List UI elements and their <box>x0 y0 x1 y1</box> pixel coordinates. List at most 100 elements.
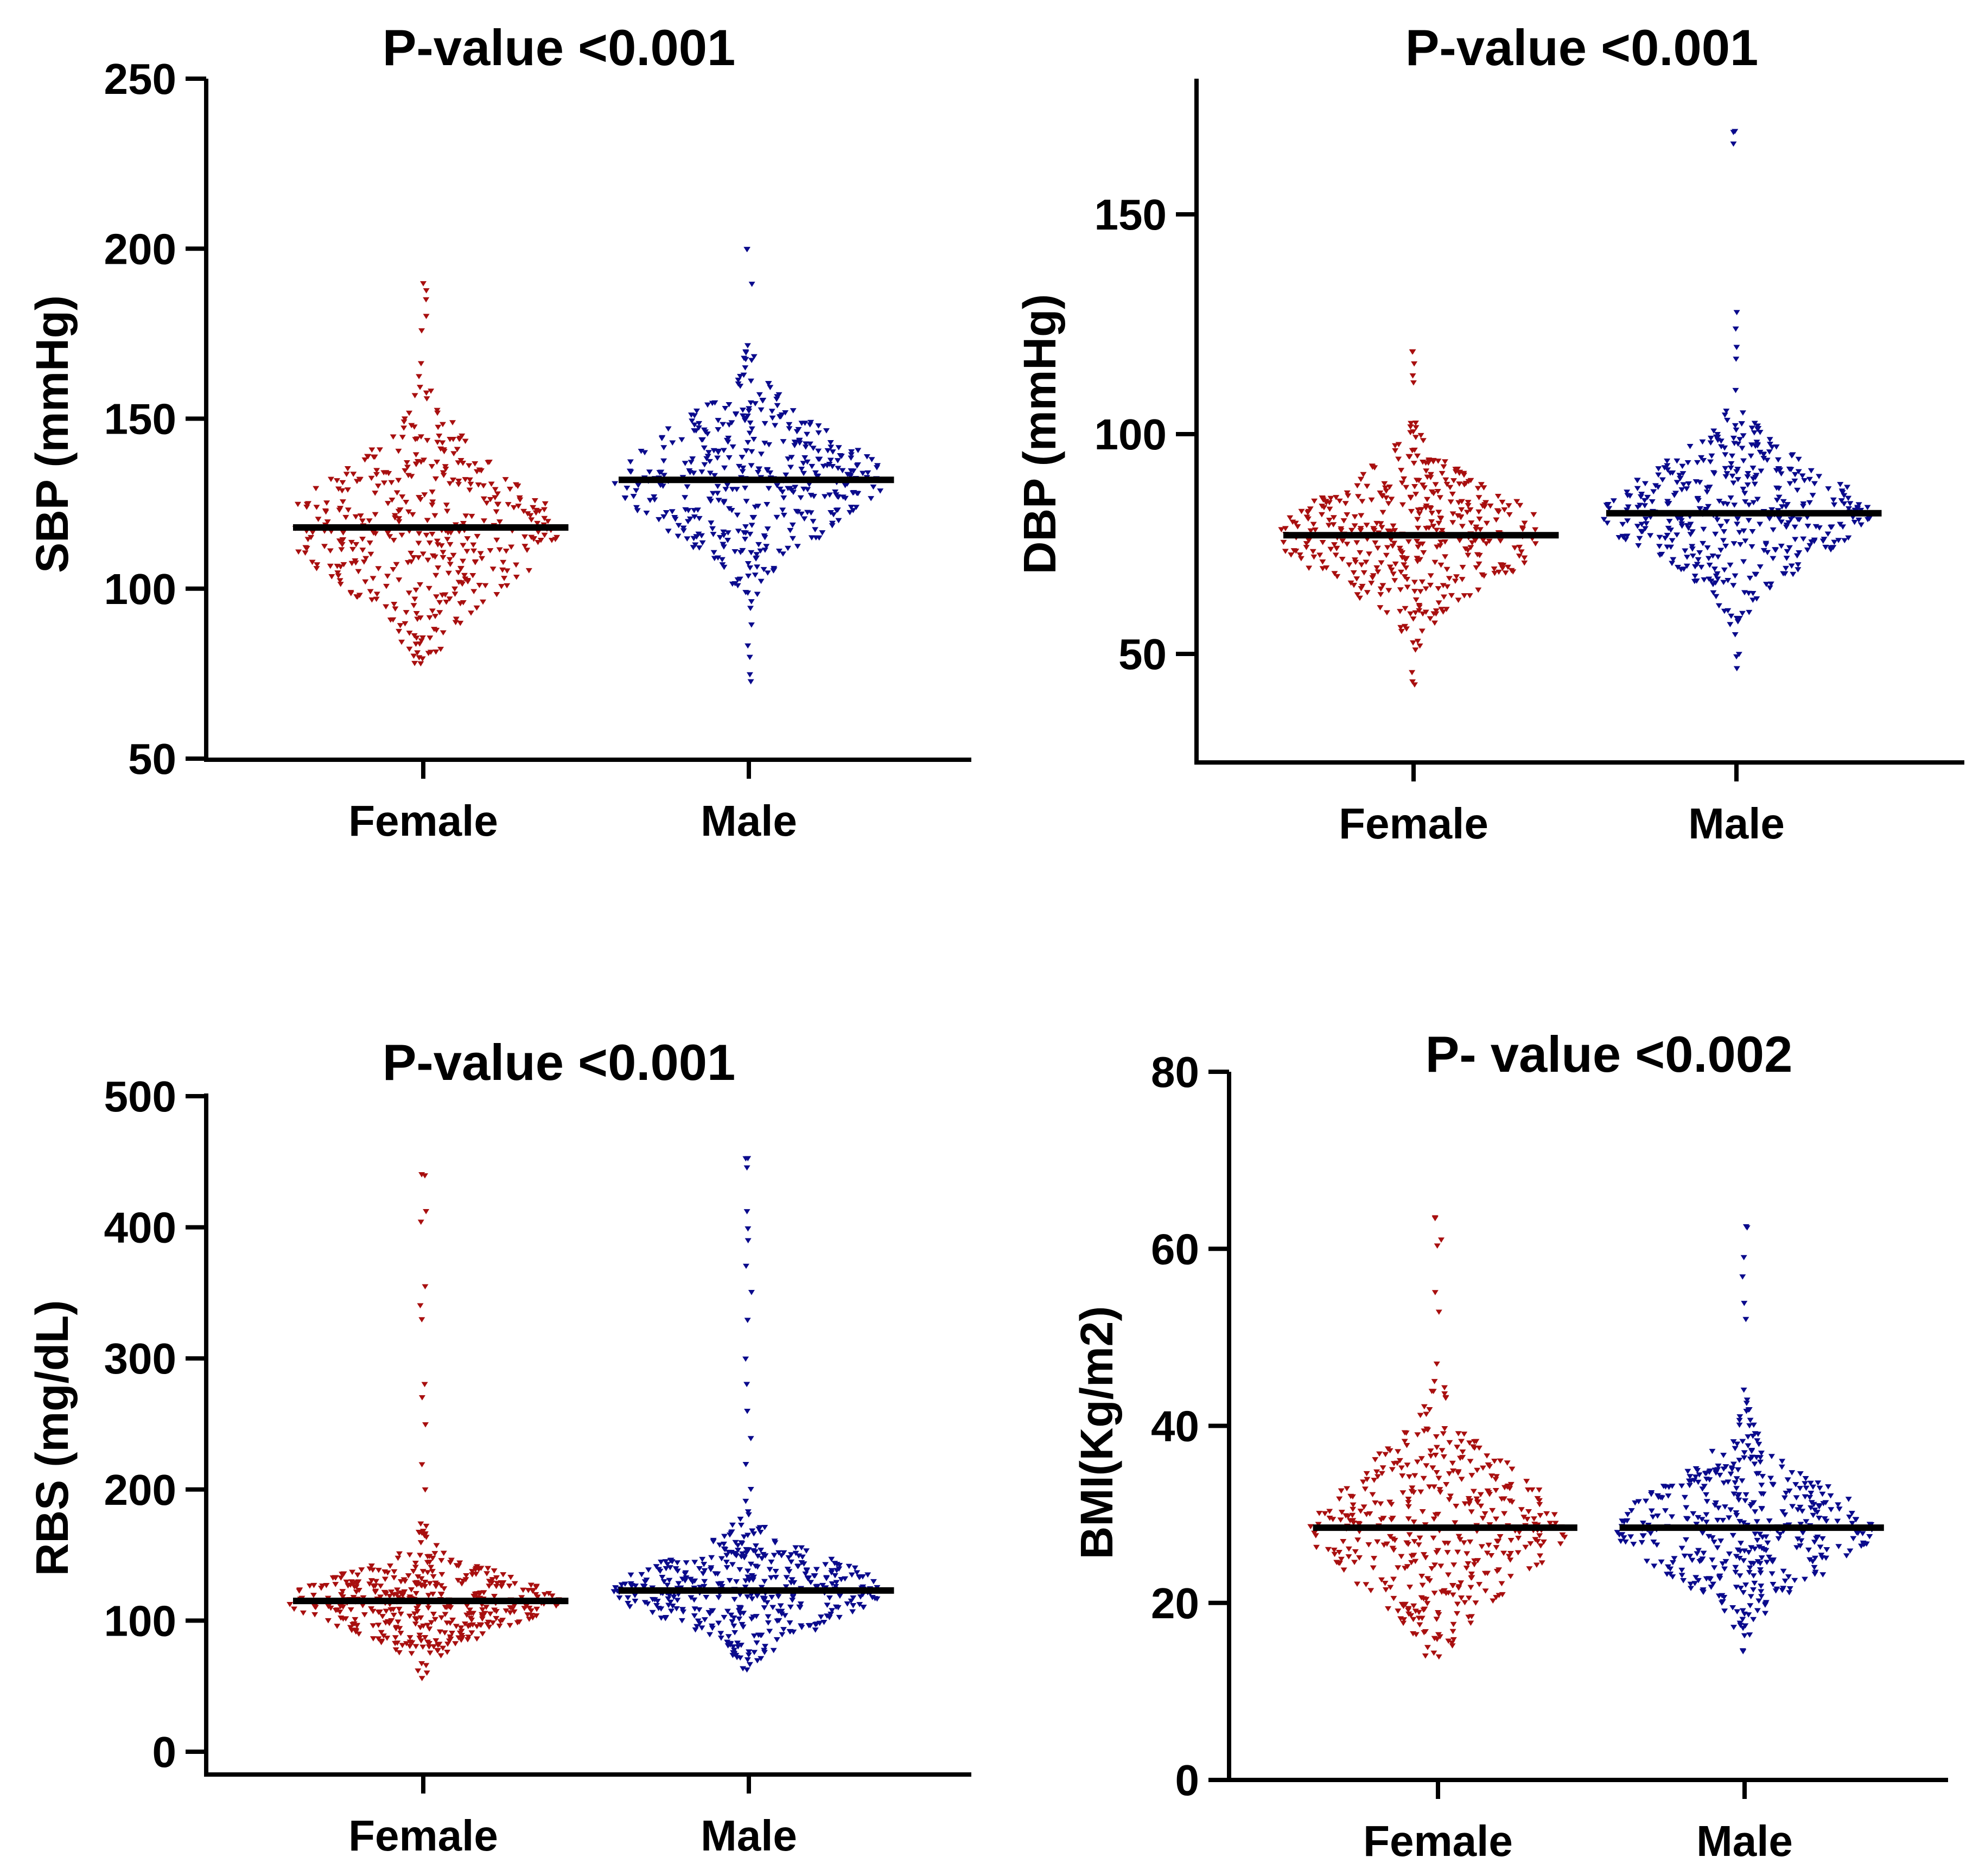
panel-sbp-point-female <box>343 472 350 478</box>
panel-rbs-point-male <box>710 1539 717 1544</box>
panel-sbp-point-male <box>863 454 870 460</box>
panel-dbp-point-male <box>1757 564 1764 570</box>
panel-sbp-point-female <box>520 508 527 514</box>
panel-bmi-y-tick-label: 40 <box>1151 1402 1199 1451</box>
panel-rbs-point-female <box>412 1561 419 1566</box>
panel-bmi-point-female <box>1409 1485 1416 1491</box>
panel-dbp-point-female <box>1437 562 1445 568</box>
panel-dbp-point-male <box>1687 443 1694 449</box>
panel-dbp-point-male <box>1778 471 1785 477</box>
panel-rbs-point-female <box>353 1584 360 1590</box>
panel-dbp-point-male <box>1744 474 1751 480</box>
panel-rbs-point-female <box>432 1638 440 1644</box>
panel-dbp-point-male <box>1706 485 1713 490</box>
panel-dbp-point-male <box>1733 666 1740 672</box>
panel-dbp-point-female <box>1433 608 1440 614</box>
panel-rbs-point-male <box>778 1608 785 1614</box>
panel-bmi-point-male <box>1854 1530 1861 1536</box>
panel-rbs-point-male <box>829 1608 836 1613</box>
panel-bmi-point-female <box>1350 1502 1357 1508</box>
panel-rbs-point-male <box>780 1550 787 1556</box>
panel-sbp-point-female <box>373 468 380 474</box>
panel-rbs-point-male <box>860 1604 867 1610</box>
panel-dbp-point-female <box>1401 624 1408 629</box>
panel-dbp-point-female <box>1345 493 1352 499</box>
panel-sbp-point-male <box>748 282 755 287</box>
panel-sbp-point-female <box>333 478 340 484</box>
panel-dbp-point-female <box>1368 497 1375 503</box>
panel-bmi-point-female <box>1406 1532 1413 1538</box>
panel-rbs-point-female <box>417 1615 424 1621</box>
panel-bmi-point-female <box>1504 1460 1511 1466</box>
panel-sbp-point-female <box>302 545 309 551</box>
panel-rbs-point-male <box>728 1530 735 1536</box>
panel-bmi-point-male <box>1822 1500 1829 1506</box>
panel-rbs-point-male <box>844 1601 851 1607</box>
panel-rbs-point-male <box>740 1624 747 1630</box>
panel-sbp-point-female <box>440 630 447 636</box>
panel-rbs-point-female <box>507 1610 514 1616</box>
panel-dbp-point-male <box>1783 565 1790 571</box>
panel-rbs-point-male <box>789 1598 796 1603</box>
panel-bmi-point-female <box>1437 1563 1445 1569</box>
panel-rbs-point-male <box>772 1568 779 1574</box>
panel-bmi-point-female <box>1465 1561 1472 1567</box>
panel-bmi-point-male <box>1825 1484 1832 1490</box>
panel-bmi-point-female <box>1354 1581 1361 1587</box>
panel-bmi-point-male <box>1836 1506 1843 1512</box>
panel-sbp-point-male <box>682 495 689 500</box>
panel-bmi-point-female <box>1467 1539 1474 1545</box>
panel-rbs-point-female <box>391 1575 398 1581</box>
panel-dbp-point-male <box>1691 574 1698 579</box>
panel-bmi-point-female <box>1509 1466 1516 1472</box>
panel-bmi-point-female <box>1431 1290 1439 1295</box>
panel-bmi-point-male <box>1669 1514 1676 1520</box>
panel-bmi-point-male <box>1786 1590 1793 1595</box>
panel-dbp-point-female <box>1383 495 1390 501</box>
panel-sbp-point-female <box>327 548 334 554</box>
panel-sbp-point-male <box>798 511 805 517</box>
panel-dbp-point-male <box>1746 575 1753 581</box>
panel-rbs-point-female <box>378 1640 385 1645</box>
panel-rbs-point-female <box>368 1563 375 1569</box>
panel-rbs-point-female <box>422 1635 429 1640</box>
panel-sbp-point-male <box>685 508 692 513</box>
panel-sbp-point-female <box>431 627 438 632</box>
panel-rbs-point-female <box>511 1581 518 1587</box>
panel-sbp-point-male <box>807 419 814 425</box>
panel-rbs-point-female <box>349 1569 356 1575</box>
panel-sbp-point-female <box>294 501 301 507</box>
panel-sbp-point-female <box>406 410 413 416</box>
panel-dbp-point-female <box>1472 538 1479 544</box>
panel-rbs-point-female <box>417 1540 424 1546</box>
panel-rbs-point-male <box>812 1627 819 1633</box>
panel-rbs-point-male <box>721 1534 728 1540</box>
panel-rbs-point-female <box>423 1663 430 1669</box>
panel-bmi-point-male <box>1802 1481 1809 1486</box>
panel-rbs-point-male <box>845 1563 852 1569</box>
panel-bmi-point-male <box>1757 1561 1764 1567</box>
panel-sbp-point-male <box>747 565 754 571</box>
panel-bmi-point-male <box>1786 1488 1793 1494</box>
panel-sbp-point-male <box>711 473 718 479</box>
panel-rbs-point-female <box>425 1593 432 1598</box>
panel-bmi-point-female <box>1493 1516 1500 1522</box>
panel-bmi-point-male <box>1681 1495 1688 1500</box>
panel-sbp-point-female <box>439 422 446 428</box>
panel-bmi-point-female <box>1423 1463 1430 1468</box>
panel-bmi-point-female <box>1427 1448 1434 1454</box>
panel-sbp-point-female <box>327 476 334 482</box>
panel-sbp-point-male <box>835 445 842 450</box>
panel-rbs-point-female <box>456 1630 463 1636</box>
panel-bmi-point-female <box>1455 1431 1462 1436</box>
panel-rbs-point-female <box>386 1594 393 1599</box>
panel-rbs-point-male <box>740 1554 747 1559</box>
panel-dbp-point-female <box>1327 495 1334 501</box>
panel-sbp-point-male <box>848 452 855 457</box>
panel-dbp-point-female <box>1427 573 1434 578</box>
panel-sbp-point-female <box>414 616 421 622</box>
panel-dbp-point-female <box>1388 537 1395 543</box>
panel-bmi-point-male <box>1751 1461 1758 1467</box>
panel-rbs-point-female <box>352 1580 359 1586</box>
panel-dbp-category-male: Male <box>1688 799 1785 848</box>
